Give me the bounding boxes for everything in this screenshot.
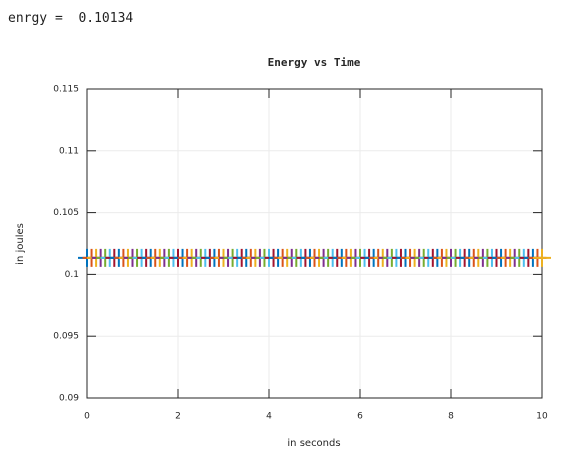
y-tick-label: 0.115 [53, 85, 79, 95]
chart-title: Energy vs Time [268, 56, 361, 69]
x-tick-label: 4 [266, 412, 272, 422]
x-axis-label: in seconds [287, 438, 340, 449]
x-tick-label: 10 [536, 412, 548, 422]
variable-name: enrgy = [8, 11, 63, 26]
console-output: enrgy = 0.10134 [8, 11, 133, 26]
y-tick-label: 0.095 [53, 332, 79, 342]
data-point [533, 248, 551, 267]
y-tick-label: 0.105 [53, 208, 79, 218]
y-axis-label: in joules [15, 223, 26, 265]
y-tick-label: 0.1 [65, 270, 79, 280]
x-tick-label: 2 [175, 412, 181, 422]
x-tick-label: 8 [448, 412, 454, 422]
y-tick-label: 0.11 [59, 146, 79, 156]
y-tick-label: 0.09 [59, 394, 79, 404]
x-tick-label: 0 [84, 412, 90, 422]
variable-value: 0.10134 [78, 11, 134, 26]
x-tick-label: 6 [357, 412, 363, 422]
plot-frame [86, 88, 543, 399]
